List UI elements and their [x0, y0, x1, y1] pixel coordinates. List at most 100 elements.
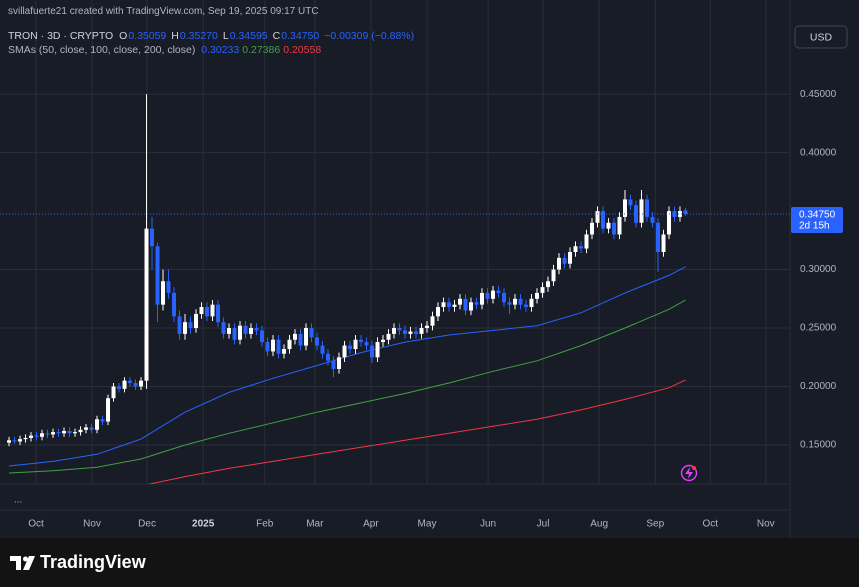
candle-body	[584, 234, 589, 249]
candle-body	[320, 345, 325, 354]
chart-background	[0, 0, 859, 538]
candle-body	[326, 353, 331, 361]
candle-body	[260, 330, 265, 343]
candle-body	[249, 328, 254, 334]
ohlc-value: 0.34595	[229, 30, 268, 42]
symbol-legend: TRON · 3D · CRYPTO O0.35059 H0.35270 L0.34…	[8, 30, 417, 42]
x-tick-label: Apr	[363, 519, 379, 530]
candle-body	[40, 433, 45, 437]
candle-body	[282, 349, 287, 354]
alert-icon[interactable]	[680, 464, 698, 482]
x-tick-label: 2025	[192, 519, 215, 530]
candle-body	[595, 211, 600, 223]
candle-body	[403, 330, 408, 334]
sma-line	[147, 379, 686, 484]
symbol: TRON · 3D · CRYPTO	[8, 30, 114, 42]
candle-body	[661, 234, 666, 253]
candle-body	[150, 228, 155, 247]
y-tick-label: 0.20000	[800, 381, 837, 392]
sma-title: SMAs (50, close, 100, close, 200, close)	[8, 44, 196, 56]
x-tick-label: Nov	[757, 519, 775, 530]
candle-body	[562, 257, 567, 264]
candle-body	[309, 328, 314, 338]
y-tick-label: 0.25000	[800, 323, 837, 334]
candle-body	[535, 292, 540, 299]
sma-line	[8, 299, 686, 474]
candle-body	[161, 281, 166, 305]
candle-body	[34, 435, 39, 437]
candle-body	[265, 342, 270, 352]
candle-body	[623, 199, 628, 217]
candle-body	[518, 298, 523, 305]
candle-body	[29, 435, 34, 438]
footer-background	[0, 538, 859, 587]
ohlc-key: L	[222, 30, 229, 42]
candle-body	[397, 328, 402, 331]
candle-body	[667, 211, 672, 235]
candle-body	[276, 339, 281, 354]
credit: svillafuerte21 created with TradingView.…	[8, 6, 319, 17]
candle-body	[106, 398, 111, 422]
candle-body	[254, 328, 259, 331]
price-tag	[791, 207, 843, 234]
currency-label[interactable]: USD	[810, 31, 833, 43]
candle-body	[78, 429, 83, 433]
candle-body	[491, 290, 496, 299]
candle-body	[551, 269, 556, 282]
sma-value: 0.20558	[283, 44, 322, 56]
candle-body	[370, 345, 375, 358]
change: −0.00309 (−0.88%)	[324, 30, 415, 42]
more-button[interactable]: ...	[14, 495, 22, 506]
x-tick-label: Aug	[590, 519, 608, 530]
x-tick-label: Sep	[646, 519, 664, 530]
candle-body	[293, 333, 298, 340]
candle-body	[331, 360, 336, 369]
ohlc-key: H	[171, 30, 179, 42]
candle-body	[425, 325, 430, 329]
candle-body	[447, 302, 452, 307]
candle-body	[62, 430, 67, 434]
candle-body	[480, 292, 485, 305]
candle-body	[381, 339, 386, 343]
candle-body	[568, 252, 573, 264]
candle-body	[342, 345, 347, 358]
candle-body	[155, 246, 160, 305]
y-tick-label: 0.40000	[800, 147, 837, 158]
candle-body	[7, 440, 12, 443]
ohlc-key: O	[119, 30, 128, 42]
candle-body	[51, 432, 56, 435]
sma-value: 0.27386	[242, 44, 281, 56]
ohlc-value: 0.34750	[281, 30, 320, 42]
candle-body	[436, 306, 441, 317]
candle-body	[540, 287, 545, 293]
candle-body	[650, 216, 655, 223]
y-tick-label: 0.15000	[800, 440, 837, 451]
x-tick-label: Oct	[702, 519, 718, 530]
candle-body	[100, 419, 105, 422]
x-tick-label: Dec	[138, 519, 156, 530]
candle-body	[23, 437, 28, 440]
candle-body	[386, 333, 391, 340]
candle-body	[414, 331, 419, 334]
candle-body	[205, 306, 210, 317]
currency-button[interactable]	[794, 25, 848, 49]
candle-body	[122, 380, 127, 389]
candle-body	[546, 281, 551, 288]
sma-line	[8, 266, 686, 467]
candle-body	[188, 322, 193, 329]
x-tick-label: May	[418, 519, 437, 530]
candle-body	[73, 432, 78, 434]
candle-body	[12, 440, 17, 442]
x-tick-label: Feb	[256, 519, 274, 530]
x-tick-label: Oct	[28, 519, 44, 530]
candle-body	[364, 342, 369, 346]
candle-body	[463, 298, 468, 311]
candle-body	[210, 304, 215, 317]
candle-body	[678, 211, 683, 217]
candle-body	[298, 333, 303, 346]
candle-body	[469, 302, 474, 311]
candle-body	[232, 328, 237, 340]
candle-body	[95, 419, 100, 430]
candle-body	[485, 292, 490, 299]
